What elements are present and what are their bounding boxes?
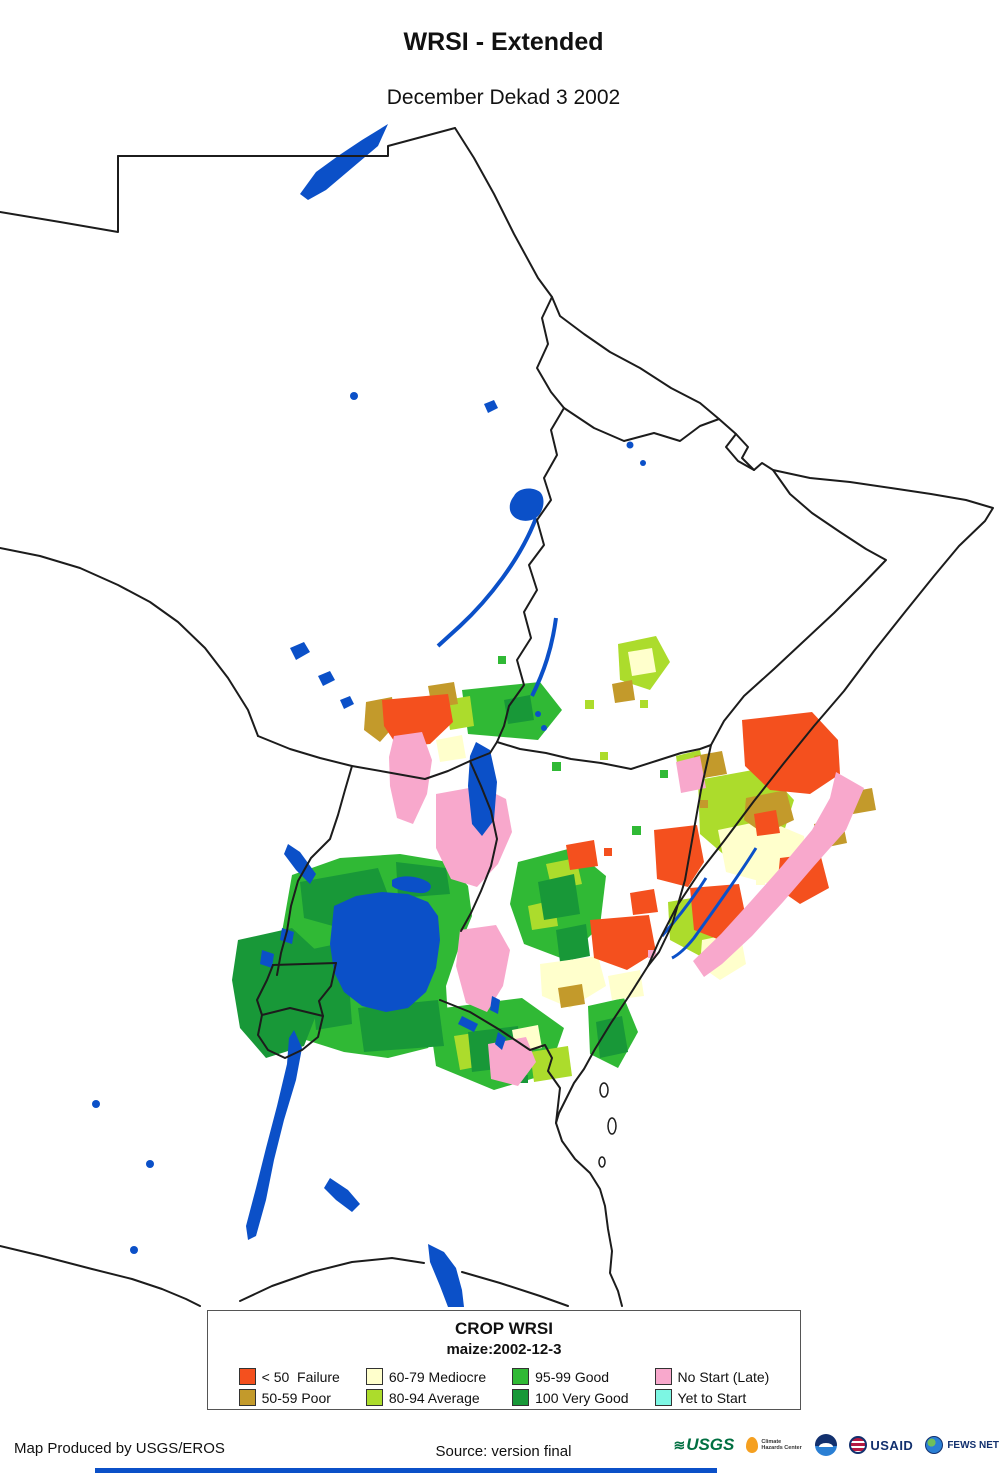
- page-title: WRSI - Extended: [403, 28, 604, 56]
- legend-swatch-average: [365, 1389, 383, 1406]
- bottom-edge-line: [95, 1468, 717, 1473]
- produced-by-text: Map Produced by USGS/EROS: [14, 1440, 225, 1457]
- border-ethiopia-sudan: [496, 407, 565, 743]
- legend-box: CROP WRSI maize:2002-12-3 < 50 Failure 50…: [207, 1310, 801, 1410]
- legend-swatch-good: [512, 1368, 530, 1385]
- logo-strip: ≋ USGS Climate Hazards Center USAID FEWS…: [673, 1434, 999, 1456]
- legend-item-nostart: No Start (Late): [654, 1368, 770, 1385]
- usgs-logo: ≋ USGS: [673, 1435, 734, 1455]
- legend-subtitle: maize:2002-12-3: [446, 1341, 562, 1358]
- border-uganda-drc: [276, 765, 353, 976]
- border-djibouti: [725, 433, 755, 471]
- island-zanzibar: [607, 1117, 617, 1135]
- legend-label-verygood: 100 Very Good: [535, 1389, 629, 1406]
- legend-swatch-mediocre: [365, 1368, 383, 1385]
- usaid-logo: USAID: [849, 1436, 913, 1454]
- border-egypt-sudan: [117, 127, 456, 157]
- border-eritrea-sudan: [536, 296, 565, 409]
- page-subtitle: December Dekad 3 2002: [386, 86, 621, 109]
- legend-item-verygood: 100 Very Good: [512, 1389, 629, 1406]
- legend-label-nostart: No Start (Late): [677, 1368, 770, 1385]
- noaa-logo: [815, 1434, 838, 1456]
- border-egypt-libya: [0, 155, 119, 233]
- chc-flame-icon: [746, 1437, 759, 1453]
- border-kenya-ethiopia: [496, 741, 712, 770]
- legend-swatch-poor: [238, 1389, 256, 1406]
- source-text: Source: version final: [435, 1443, 572, 1460]
- island-pemba: [599, 1082, 609, 1098]
- border-tanzania-malawi: [461, 1271, 569, 1307]
- legend-swatch-failure: [238, 1368, 256, 1385]
- legend-label-good: 95-99 Good: [535, 1368, 610, 1385]
- border-uganda-kenya: [460, 760, 498, 932]
- island-mafia: [598, 1156, 606, 1168]
- usaid-logo-text: USAID: [870, 1437, 914, 1453]
- legend-label-average: 80-94 Average: [388, 1389, 480, 1406]
- fewsnet-logo-text: FEWS NET: [947, 1439, 999, 1451]
- legend-item-good: 95-99 Good: [512, 1368, 628, 1385]
- legend-label-failure: < 50 Failure: [261, 1368, 340, 1385]
- usgs-logo-text: USGS: [686, 1435, 735, 1454]
- border-eritrea-ethiopia: [563, 407, 720, 442]
- legend-item-failure: < 50 Failure: [238, 1368, 340, 1385]
- fewsnet-logo: FEWS NET: [925, 1436, 999, 1454]
- border-rwanda-burundi-loop: [256, 962, 337, 1059]
- water-bodies: [92, 124, 758, 1307]
- legend-item-average: 80-94 Average: [365, 1389, 486, 1406]
- border-kenya-somalia: [647, 744, 712, 967]
- legend-swatch-yetstart: [654, 1389, 672, 1406]
- legend-title: CROP WRSI: [455, 1319, 553, 1338]
- legend-swatch-nostart: [654, 1368, 672, 1385]
- border-tanzania-zambia: [239, 1257, 425, 1302]
- legend-item-poor: 50-59 Poor: [238, 1389, 340, 1406]
- legend-swatch-verygood: [512, 1389, 530, 1406]
- wrsi-raster: [232, 636, 876, 1090]
- chc-logo: Climate Hazards Center: [746, 1437, 803, 1453]
- border-sudan-car-drc: [0, 547, 259, 737]
- border-kenya-tanzania: [439, 999, 561, 1124]
- fews-globe-icon: [925, 1436, 944, 1454]
- country-borders: [0, 127, 994, 1307]
- border-rwanda-burundi-divider: [261, 1007, 324, 1017]
- legend-item-yetstart: Yet to Start: [654, 1389, 770, 1406]
- border-drc-zambia: [0, 1245, 201, 1307]
- chc-logo-text: Climate Hazards Center: [761, 1438, 802, 1451]
- usgs-wave-icon: ≋: [673, 1436, 686, 1453]
- legend-label-mediocre: 60-79 Mediocre: [388, 1368, 487, 1385]
- legend-label-poor: 50-59 Poor: [261, 1389, 331, 1406]
- legend-item-mediocre: 60-79 Mediocre: [365, 1368, 487, 1385]
- legend-label-yetstart: Yet to Start: [677, 1389, 747, 1406]
- usaid-handshake-icon: [849, 1436, 868, 1454]
- border-sudan-drc-uganda: [257, 735, 426, 780]
- border-ethiopia-somalia: [710, 469, 887, 746]
- border-uganda-tanzania: [272, 962, 337, 966]
- legend-items: < 50 Failure 50-59 Poor 60-79 Mediocre 80-9…: [208, 1368, 800, 1406]
- coastline: [454, 127, 994, 1307]
